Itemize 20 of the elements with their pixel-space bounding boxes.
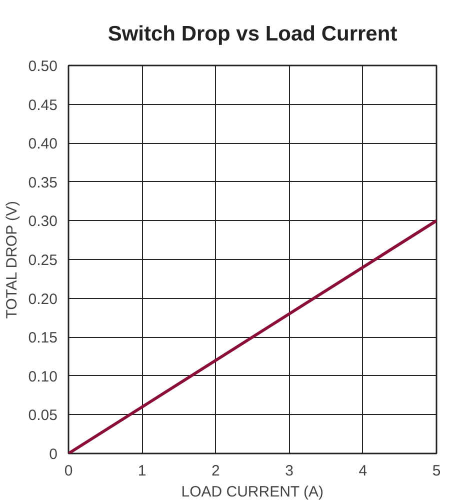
y-tick-label: 0 bbox=[49, 446, 58, 463]
x-tick-label: 3 bbox=[285, 462, 294, 480]
y-tick-label: 0.40 bbox=[28, 136, 58, 153]
chart-title: Switch Drop vs Load Current bbox=[108, 22, 398, 46]
x-axis-title: LOAD CURRENT (A) bbox=[181, 484, 324, 500]
y-tick-label: 0.05 bbox=[28, 407, 58, 424]
y-tick-label: 0.15 bbox=[28, 330, 58, 347]
y-tick-label: 0.25 bbox=[28, 252, 58, 269]
y-tick-label: 0.35 bbox=[28, 174, 58, 192]
x-tick-label: 5 bbox=[432, 462, 441, 480]
y-tick-label: 0.20 bbox=[28, 290, 58, 308]
x-tick-label: 0 bbox=[64, 462, 73, 480]
x-tick-label: 4 bbox=[358, 462, 368, 480]
x-tick-label: 2 bbox=[212, 462, 220, 480]
y-tick-label: 0.30 bbox=[28, 213, 58, 230]
y-tick-label: 0.10 bbox=[28, 368, 58, 386]
y-tick-label: 0.45 bbox=[28, 96, 58, 114]
y-axis-title: TOTAL DROP (V) bbox=[3, 201, 20, 319]
y-tick-label: 0.50 bbox=[28, 58, 58, 75]
x-tick-label: 1 bbox=[138, 462, 146, 480]
